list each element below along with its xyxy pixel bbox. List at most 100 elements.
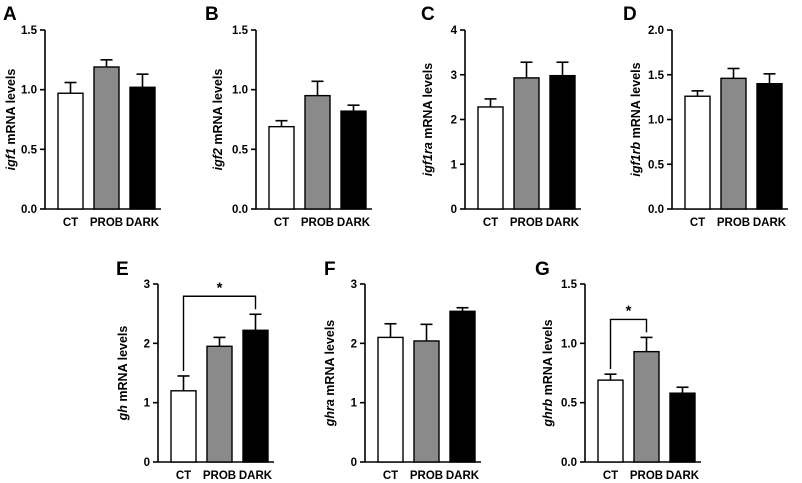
y-tick-label: 0.0 — [561, 457, 577, 469]
bar-dark — [549, 74, 576, 210]
y-tick-label: 0.0 — [232, 204, 248, 216]
x-tick-label: PROB — [510, 217, 543, 229]
y-axis-gene-name: gh — [116, 405, 130, 422]
y-tick-label: 1.5 — [21, 25, 38, 37]
y-tick-label: 0.5 — [648, 159, 665, 171]
y-axis-gene-name: ghra — [323, 399, 337, 427]
x-tick-label: CT — [176, 470, 191, 482]
y-axis-gene-name: igf1 — [4, 148, 18, 170]
x-tick-label: PROB — [301, 217, 334, 229]
x-tick-label: DARK — [446, 470, 480, 482]
y-tick-label: 2 — [144, 338, 150, 350]
y-tick-label: 1 — [451, 159, 458, 171]
y-tick-label: 1 — [351, 398, 358, 410]
bar-prob — [513, 77, 540, 210]
x-tick-label: DARK — [753, 217, 787, 229]
bar-dark — [669, 392, 696, 463]
x-tick-label: CT — [63, 217, 78, 229]
bar-prob — [413, 340, 440, 463]
y-axis-label-suffix: mRNA levels — [323, 320, 337, 399]
y-tick-label: 1.0 — [232, 85, 248, 97]
bar-dark — [756, 82, 783, 210]
significance-bracket — [609, 318, 648, 370]
y-tick-label: 1 — [144, 398, 151, 410]
bar-dark — [129, 86, 156, 210]
y-tick-label: 2.0 — [648, 25, 664, 37]
y-axis-label-suffix: mRNA levels — [116, 326, 130, 405]
y-tick-label: 0.0 — [21, 204, 37, 216]
panel-letter: C — [421, 4, 435, 25]
y-tick-label: 1.0 — [21, 85, 37, 97]
bar-dark — [242, 329, 269, 463]
y-tick-label: 1.5 — [232, 25, 249, 37]
y-axis-label: igf1ra mRNA levels — [421, 63, 435, 177]
y-tick-label: 2 — [351, 338, 357, 350]
bar-prob — [633, 350, 660, 463]
panel-letter: D — [623, 4, 637, 25]
y-axis-label: ghra mRNA levels — [323, 320, 337, 428]
bar-dark — [340, 110, 367, 210]
x-tick-label: CT — [483, 217, 498, 229]
x-tick-label: DARK — [126, 217, 160, 229]
x-tick-label: PROB — [630, 470, 663, 482]
y-axis-label-suffix: mRNA levels — [421, 63, 435, 142]
bar-ct — [597, 379, 624, 463]
significance-marker: * — [217, 279, 223, 296]
x-tick-label: CT — [383, 470, 398, 482]
bar-prob — [93, 66, 120, 210]
y-axis-label-suffix: mRNA levels — [541, 319, 555, 398]
y-tick-label: 0.5 — [21, 144, 38, 156]
y-tick-label: 0.0 — [648, 204, 664, 216]
y-tick-label: 4 — [451, 25, 458, 37]
y-axis-label-suffix: mRNA levels — [211, 69, 225, 148]
bar-prob — [304, 94, 331, 210]
y-tick-label: 2 — [451, 115, 457, 127]
y-tick-label: 3 — [144, 279, 150, 291]
y-tick-label: 3 — [451, 70, 457, 82]
x-tick-label: DARK — [337, 217, 371, 229]
x-tick-label: PROB — [203, 470, 236, 482]
bar-ct — [268, 125, 295, 210]
panel-e: Egh mRNA levels 0 1 2 3 CT PROB DARK * — [116, 259, 274, 482]
panel-letter: B — [205, 4, 219, 25]
bar-ct — [170, 390, 197, 463]
x-tick-label: PROB — [717, 217, 750, 229]
y-tick-label: 1.5 — [561, 279, 578, 291]
bar-ct — [377, 336, 404, 463]
x-tick-label: CT — [603, 470, 618, 482]
y-axis-label: ghrb mRNA levels — [541, 319, 555, 427]
y-tick-label: 0 — [351, 457, 357, 469]
significance-marker: * — [626, 302, 632, 319]
y-axis-gene-name: igf1ra — [421, 142, 435, 176]
y-tick-label: 1.0 — [648, 115, 664, 127]
y-tick-label: 0 — [144, 457, 150, 469]
bar-dark — [449, 310, 476, 463]
y-axis-label: igf2 mRNA levels — [211, 69, 225, 171]
x-tick-label: CT — [274, 217, 289, 229]
y-axis-label: igf1 mRNA levels — [4, 69, 18, 171]
bar-ct — [57, 92, 84, 210]
y-axis-label-suffix: mRNA levels — [4, 69, 18, 148]
bar-prob — [206, 345, 233, 463]
x-tick-label: CT — [690, 217, 705, 229]
y-axis-gene-name: igf1rb — [629, 141, 643, 176]
panel-letter: E — [116, 259, 129, 280]
panel-letter: F — [324, 259, 336, 280]
y-tick-label: 1.5 — [648, 70, 665, 82]
bar-prob — [720, 77, 747, 210]
y-tick-label: 0 — [451, 204, 457, 216]
y-axis-label: igf1rb mRNA levels — [629, 62, 643, 176]
x-tick-label: PROB — [410, 470, 443, 482]
y-axis-gene-name: ghrb — [541, 398, 555, 427]
x-tick-label: DARK — [666, 470, 700, 482]
y-tick-label: 0.5 — [232, 144, 249, 156]
y-axis-gene-name: igf2 — [211, 148, 225, 170]
x-tick-label: DARK — [239, 470, 273, 482]
x-tick-label: PROB — [90, 217, 123, 229]
panel-letter: A — [3, 4, 17, 25]
